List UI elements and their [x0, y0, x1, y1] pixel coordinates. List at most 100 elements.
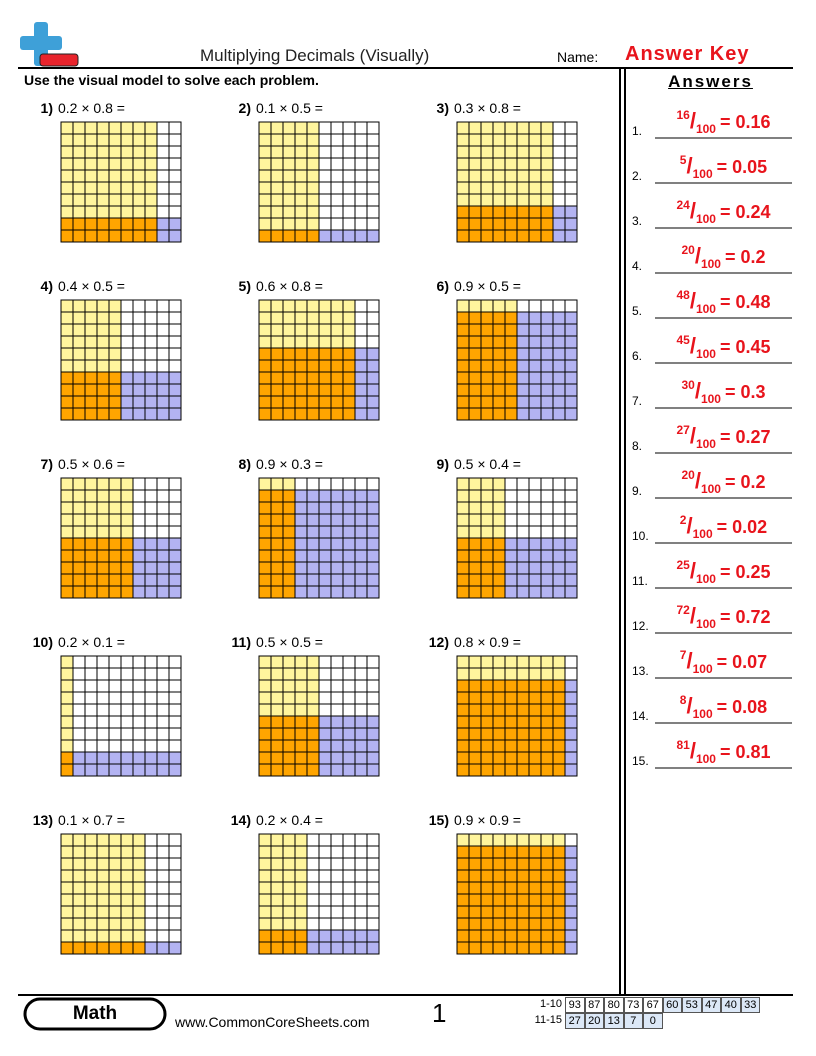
grid-cell — [282, 525, 296, 539]
grid-cell — [258, 679, 272, 693]
grid-cell — [72, 229, 86, 243]
grid-cell — [84, 323, 98, 337]
grid-cell — [258, 145, 272, 159]
grid-cell — [306, 679, 320, 693]
problem-expression: 0.5 × 0.5 = — [256, 634, 323, 650]
grid-cell — [552, 679, 566, 693]
grid-cell — [120, 335, 134, 349]
grid-cell — [294, 383, 308, 397]
grid-cell — [456, 395, 470, 409]
grid-cell — [282, 893, 296, 907]
grid-cell — [144, 893, 158, 907]
grid-cell — [564, 549, 578, 563]
answer-number: 10. — [632, 529, 649, 543]
grid-cell — [504, 881, 518, 895]
grid-cell — [120, 323, 134, 337]
grid-cell — [354, 121, 368, 135]
grid-cell — [480, 217, 494, 231]
denominator: 100 — [700, 257, 721, 271]
grid-cell — [282, 205, 296, 219]
grid-cell — [342, 335, 356, 349]
grid-cell — [552, 845, 566, 859]
grid-cell — [564, 537, 578, 551]
grid-cell — [108, 181, 122, 195]
grid-cell — [330, 121, 344, 135]
grid-cell — [144, 881, 158, 895]
grid-cell — [480, 655, 494, 669]
grid-cell — [258, 121, 272, 135]
grid-cell — [270, 751, 284, 765]
grid-cell — [342, 739, 356, 753]
grid-cell — [354, 751, 368, 765]
grid-cell — [156, 703, 170, 717]
grid-cell — [564, 477, 578, 491]
grid-cell — [132, 751, 146, 765]
grid-cell — [72, 691, 86, 705]
grid-cell — [504, 359, 518, 373]
grid-cell — [60, 537, 74, 551]
grid-cell — [294, 739, 308, 753]
grid-cell — [318, 537, 332, 551]
grid-cell — [282, 667, 296, 681]
grid-cell — [540, 929, 554, 943]
grid-cell — [540, 905, 554, 919]
grid-cell — [60, 121, 74, 135]
grid-cell — [330, 359, 344, 373]
grid-cell — [564, 229, 578, 243]
grid-cell — [306, 229, 320, 243]
grid-cell — [120, 845, 134, 859]
grid-cell — [96, 383, 110, 397]
answers-heading: Answers — [668, 72, 753, 91]
grid-cell — [168, 585, 182, 599]
grid-cell — [144, 193, 158, 207]
grid-cell — [564, 833, 578, 847]
grid-cell — [294, 917, 308, 931]
grid-cell — [108, 833, 122, 847]
grid-cell — [156, 585, 170, 599]
grid-cell — [120, 739, 134, 753]
grid-cell — [156, 395, 170, 409]
fraction-slash: / — [689, 333, 696, 358]
grid-cell — [516, 359, 530, 373]
grid-cell — [294, 833, 308, 847]
grid-cell — [282, 561, 296, 575]
grid-cell — [342, 525, 356, 539]
grid-cell — [120, 407, 134, 421]
grid-cell — [72, 941, 86, 955]
grid-cell — [564, 205, 578, 219]
grid-cell — [156, 667, 170, 681]
grid-cell — [120, 667, 134, 681]
problem-number: 7) — [40, 456, 53, 472]
grid-cell — [132, 549, 146, 563]
answer-number: 13. — [632, 664, 649, 678]
grid-cell — [318, 833, 332, 847]
grid-cell — [258, 311, 272, 325]
grid-cell — [456, 585, 470, 599]
grid-cell — [96, 205, 110, 219]
grid-cell — [96, 881, 110, 895]
grid-cell — [480, 121, 494, 135]
grid-cell — [492, 561, 506, 575]
grid-cell — [258, 347, 272, 361]
grid-cell — [540, 561, 554, 575]
grid-cell — [504, 335, 518, 349]
grid-cell — [468, 667, 482, 681]
grid-cell — [342, 371, 356, 385]
grid-cell — [366, 347, 380, 361]
grid-cell — [540, 347, 554, 361]
decimal-grid — [60, 299, 182, 421]
grid-cell — [96, 525, 110, 539]
grid-cell — [504, 917, 518, 931]
grid-cell — [366, 311, 380, 325]
grid-cell — [282, 763, 296, 777]
grid-cell — [120, 929, 134, 943]
grid-cell — [72, 869, 86, 883]
grid-cell — [516, 585, 530, 599]
grid-cell — [564, 193, 578, 207]
grid-cell — [468, 739, 482, 753]
answer-number: 1. — [632, 124, 643, 138]
grid-cell — [528, 715, 542, 729]
grid-cell — [366, 763, 380, 777]
grid-cell — [96, 833, 110, 847]
grid-cell — [528, 133, 542, 147]
